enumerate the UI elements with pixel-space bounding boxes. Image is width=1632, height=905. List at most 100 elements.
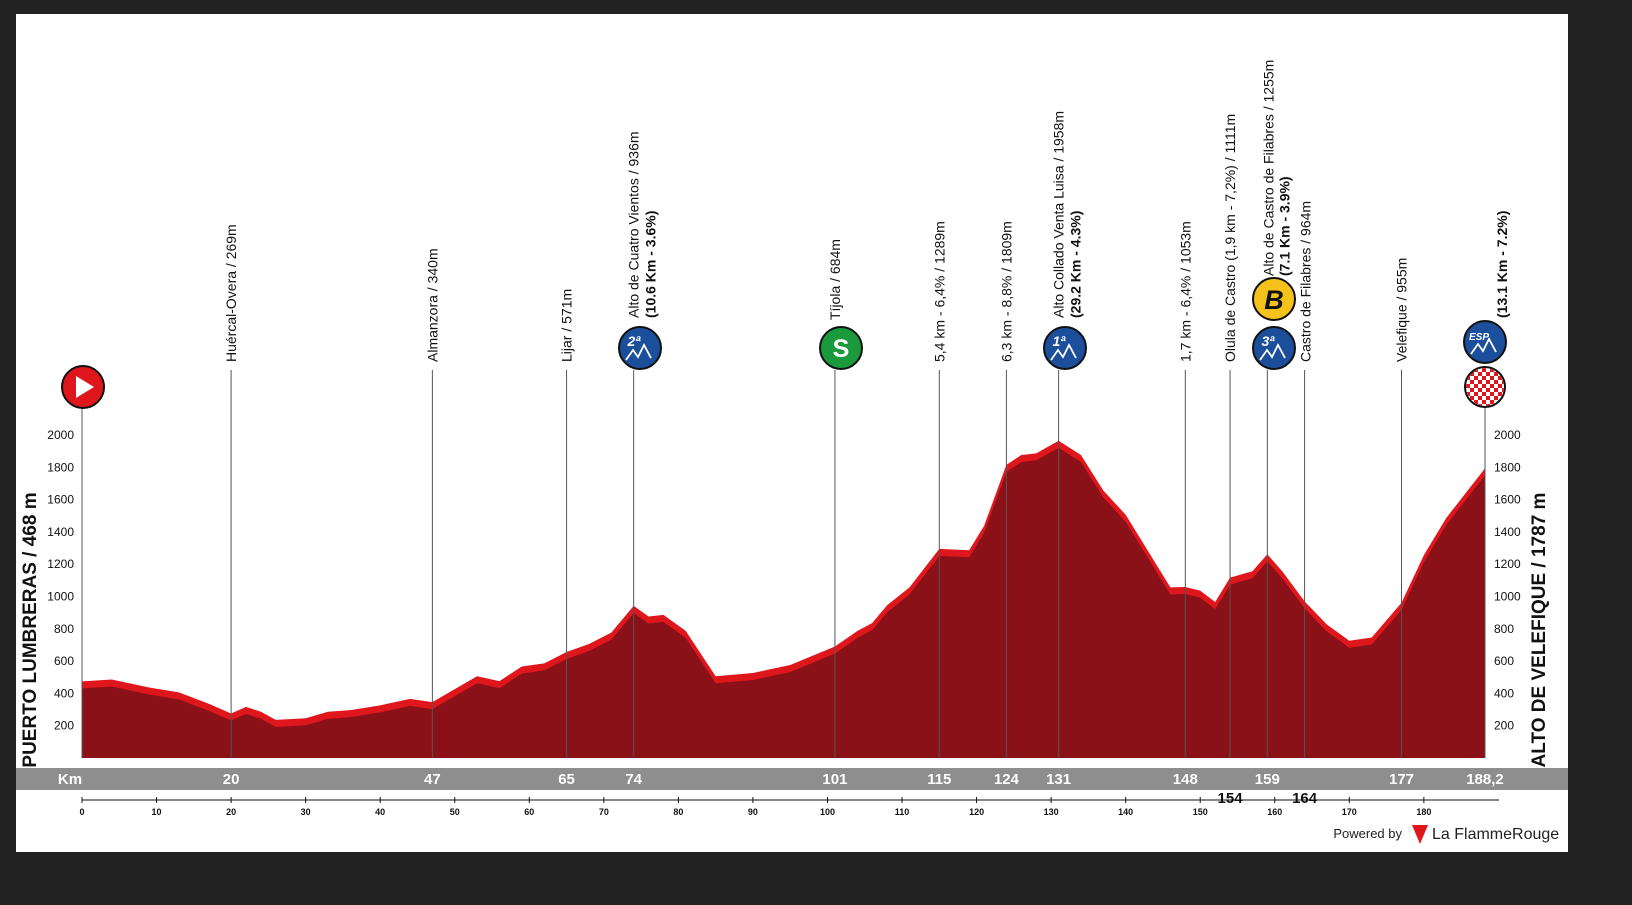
point-label: 6,3 km - 8,8% / 1809m [998, 221, 1014, 362]
km-label: 115 [927, 771, 951, 788]
km-ruler-label: 110 [895, 807, 910, 817]
kom-2-icon: 2ª [618, 326, 662, 370]
km-label: 188,2 [1466, 771, 1504, 788]
point-label: Huércal-Overa / 269m [223, 224, 239, 362]
y-tick-right: 1200 [1494, 557, 1521, 571]
svg-text:1ª: 1ª [1053, 333, 1067, 349]
x-axis-title: Km [58, 771, 82, 788]
km-ruler-label: 120 [969, 807, 984, 817]
km-label: 164 [1292, 790, 1318, 807]
y-tick-right: 600 [1494, 654, 1514, 668]
km-ruler-label: 60 [524, 807, 534, 817]
km-label: 65 [558, 771, 575, 788]
y-tick-left: 600 [54, 654, 74, 668]
point-label: Almanzora / 340m [424, 248, 440, 362]
sprint-icon: S [819, 326, 863, 370]
y-tick-right: 800 [1494, 622, 1514, 636]
start-label: PUERTO LUMBRERAS / 468 m [20, 492, 41, 767]
km-ruler-label: 90 [748, 807, 758, 817]
powered-by-text: Powered by [1333, 826, 1402, 841]
km-label: 101 [822, 771, 847, 788]
point-sublabel: (7.1 Km - 3.9%) [1276, 176, 1292, 276]
km-label: 47 [424, 771, 441, 788]
start-icon [61, 365, 105, 409]
point-label: Olula de Castro (1,9 km - 7,2%) / 1111m [1222, 114, 1238, 362]
svg-text:S: S [833, 335, 850, 363]
km-label: 131 [1046, 771, 1071, 788]
flamme-rouge-logo-icon [1412, 825, 1428, 844]
km-label: 74 [625, 771, 642, 788]
y-tick-right: 1400 [1494, 525, 1521, 539]
km-label: 154 [1218, 790, 1244, 807]
km-ruler-label: 20 [226, 807, 236, 817]
point-sublabel: (10.6 Km - 3.6%) [643, 211, 659, 318]
km-ruler-label: 150 [1193, 807, 1208, 817]
brand-text: La FlammeRouge [1432, 826, 1559, 843]
marker-lines [81, 370, 1486, 758]
y-tick-left: 400 [54, 686, 74, 700]
point-sublabel: (13.1 Km - 7.2%) [1494, 211, 1510, 318]
svg-text:B: B [1264, 285, 1284, 315]
km-label: 159 [1255, 771, 1280, 788]
km-ruler-label: 10 [152, 807, 162, 817]
point-label: Alto Collado Venta Luisa / 1958m [1051, 111, 1067, 318]
km-labels: 20 47 65 74 101 115 124 131 148 154 159 164 177 188,2 [223, 771, 1504, 807]
point-label: Lijar / 571m [559, 289, 575, 362]
km-label: 177 [1389, 771, 1414, 788]
finish-icon [1464, 366, 1506, 408]
y-tick-right: 1800 [1494, 460, 1521, 474]
km-ruler-label: 80 [673, 807, 683, 817]
km-ruler-label: 30 [301, 807, 311, 817]
y-tick-right: 2000 [1494, 428, 1521, 442]
y-tick-right: 1000 [1494, 590, 1521, 604]
svg-text:2ª: 2ª [627, 333, 642, 349]
km-ruler-label: 160 [1267, 807, 1282, 817]
point-sublabel: (29.2 Km - 4.3%) [1068, 211, 1084, 318]
bonus-icon: B [1252, 277, 1296, 321]
point-labels: Huércal-Overa / 269m Almanzora / 340m Lija… [223, 60, 1510, 362]
kom-esp-icon: ESP [1463, 320, 1507, 364]
km-ruler-label: 170 [1342, 807, 1357, 817]
km-ruler-label: 70 [599, 807, 609, 817]
km-ruler-label: 180 [1416, 807, 1431, 817]
y-tick-left: 1800 [47, 460, 74, 474]
y-tick-left: 1600 [47, 493, 74, 507]
kom-3-icon: 3ª [1252, 326, 1296, 370]
y-tick-right: 200 [1494, 719, 1514, 733]
y-tick-right: 400 [1494, 686, 1514, 700]
y-tick-left: 1000 [47, 590, 74, 604]
km-ruler-label: 40 [375, 807, 385, 817]
km-ruler-label: 140 [1118, 807, 1133, 817]
point-label: 5,4 km - 6,4% / 1289m [931, 221, 947, 362]
kom-1-icon: 1ª [1043, 326, 1087, 370]
point-label: Alto de Cuatro Vientos / 936m [626, 131, 642, 318]
km-ruler-label: 130 [1044, 807, 1059, 817]
km-label: 148 [1173, 771, 1198, 788]
km-band [16, 768, 1568, 790]
point-label: Alto de Castro de Filabres / 1255m [1260, 60, 1276, 276]
svg-text:ESP: ESP [1469, 332, 1489, 343]
km-ruler-label: 100 [820, 807, 835, 817]
km-ruler-ticks: 0 10 20 30 40 50 60 70 80 90 100 110 120 130 140 150 160… [79, 797, 1431, 817]
y-tick-left: 2000 [47, 428, 74, 442]
finish-label: ALTO DE VELEFIQUE / 1787 m [1529, 493, 1550, 768]
km-label: 124 [994, 771, 1020, 788]
point-label: Castro de Filabres / 964m [1298, 201, 1314, 362]
point-label: Tíjola / 684m [827, 239, 843, 320]
y-axis-ticks: 200 200 400 400 600 600 800 800 1000 1000 1200 1200… [47, 428, 1521, 733]
y-tick-left: 1200 [47, 557, 74, 571]
profile-layer [82, 440, 1485, 758]
km-ruler-label: 50 [450, 807, 460, 817]
km-label: 20 [223, 771, 240, 788]
point-label: Velefique / 955m [1394, 258, 1410, 362]
y-tick-right: 1600 [1494, 493, 1521, 507]
profile-area [82, 447, 1485, 758]
svg-text:3ª: 3ª [1262, 333, 1276, 349]
y-tick-left: 200 [54, 719, 74, 733]
y-tick-left: 800 [54, 622, 74, 636]
y-tick-left: 1400 [47, 525, 74, 539]
point-label: 1,7 km - 6,4% / 1053m [1177, 221, 1193, 362]
km-ruler-label: 0 [79, 807, 84, 817]
